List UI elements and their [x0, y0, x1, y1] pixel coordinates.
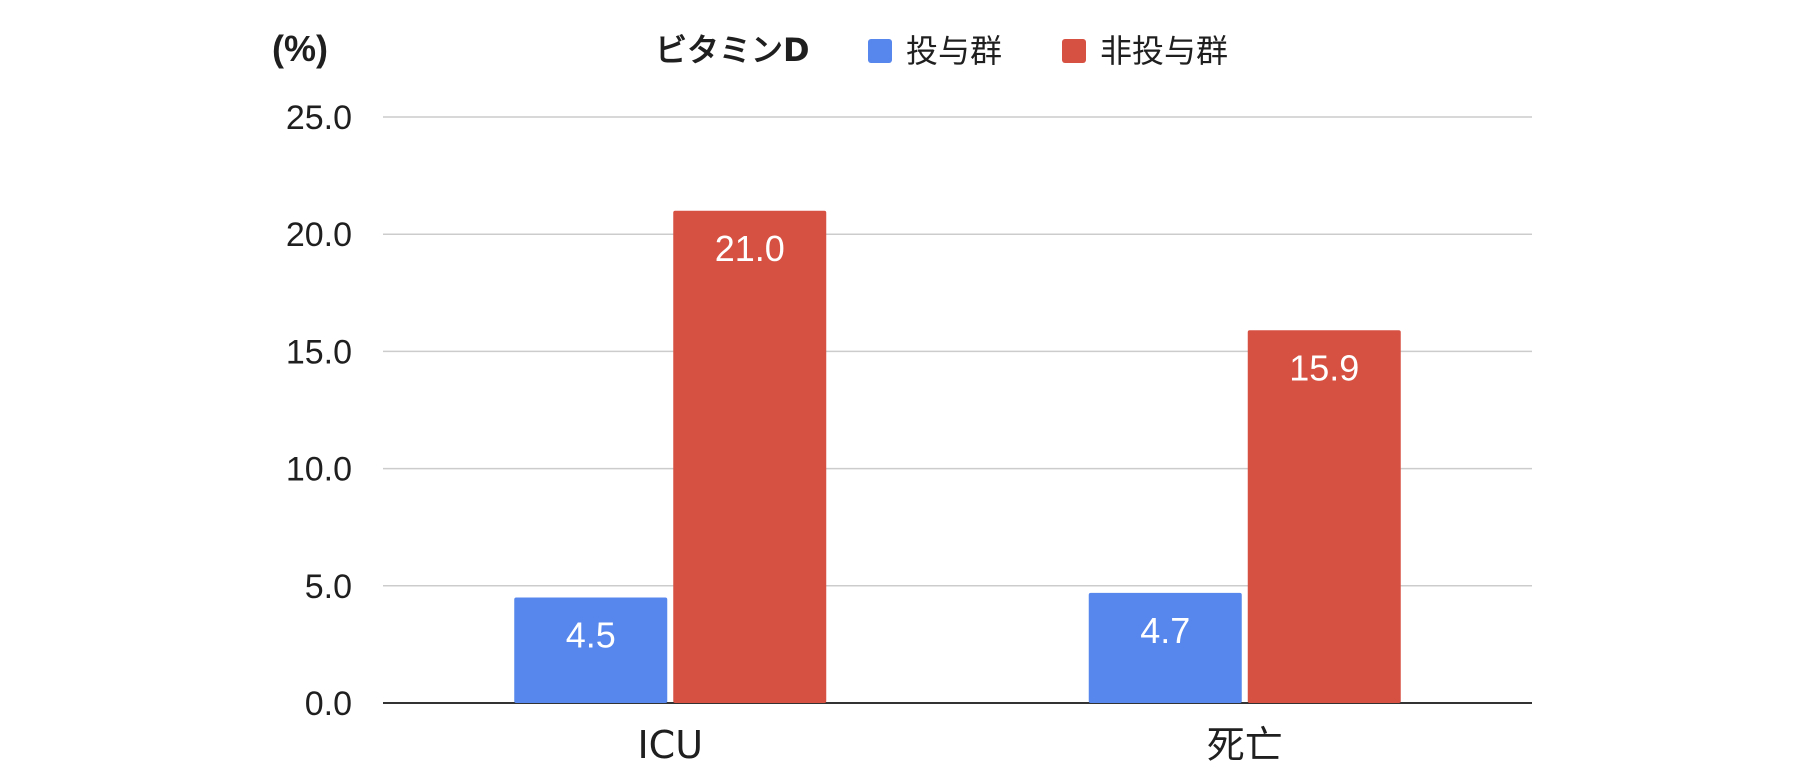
y-tick-label: 25.0 — [286, 99, 352, 137]
legend-items: 投与群 非投与群 — [868, 32, 1228, 70]
data-label: 21.0 — [715, 228, 785, 269]
y-axis-unit-label: (%) — [272, 28, 328, 69]
y-tick-label: 5.0 — [305, 568, 352, 606]
bar — [1247, 330, 1401, 703]
bar — [514, 597, 668, 703]
data-label: 15.9 — [1289, 347, 1359, 388]
data-label: 4.7 — [1140, 610, 1190, 651]
data-label: 4.5 — [566, 615, 616, 656]
legend-swatch — [868, 39, 892, 63]
x-axis-categories: ICU 死亡 — [637, 723, 1282, 767]
legend-label: 投与群 — [906, 32, 1002, 70]
bar — [673, 210, 827, 703]
x-category-label: 死亡 — [1207, 723, 1283, 767]
y-tick-label: 10.0 — [286, 451, 352, 489]
legend-swatch — [1062, 39, 1086, 63]
y-tick-label: 15.0 — [286, 333, 352, 371]
x-category-label: ICU — [637, 723, 703, 767]
y-axis-ticks: 0.0 5.0 10.0 15.0 20.0 25.0 — [286, 99, 352, 723]
data-labels: 4.5 21.0 4.7 15.9 — [566, 228, 1360, 656]
y-tick-label: 20.0 — [286, 216, 352, 254]
legend: ビタミンD 投与群 非投与群 — [655, 31, 1228, 70]
y-tick-label: 0.0 — [305, 685, 352, 723]
bar — [1088, 592, 1242, 703]
legend-title: ビタミンD — [655, 31, 810, 69]
bars — [514, 210, 1401, 703]
legend-label: 非投与群 — [1100, 32, 1228, 70]
